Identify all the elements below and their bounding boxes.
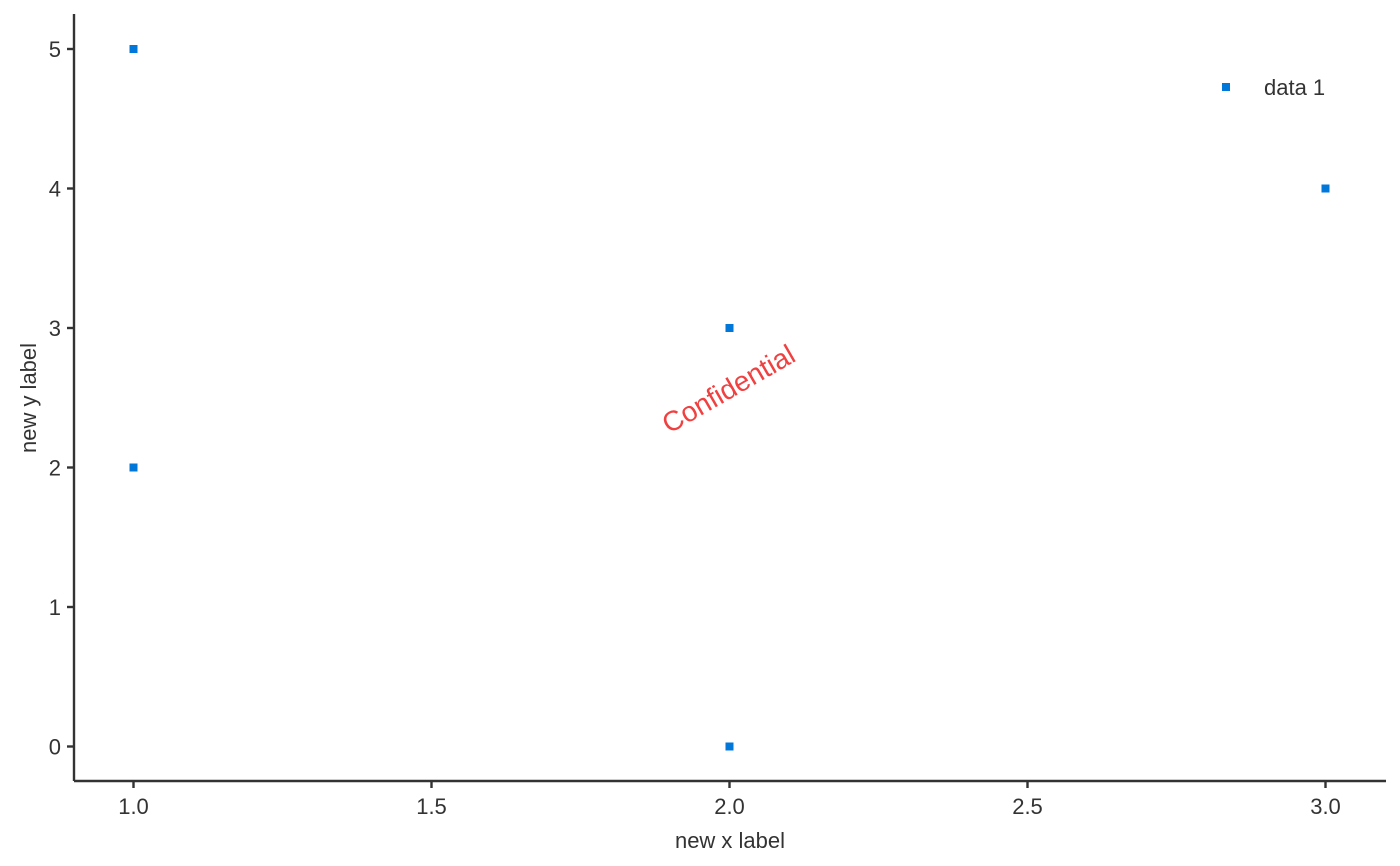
x-tick-label: 1.0 <box>118 794 149 819</box>
legend: data 1 <box>1222 75 1325 100</box>
y-tick-label: 5 <box>49 37 61 62</box>
x-tick-label: 3.0 <box>1310 794 1341 819</box>
legend-label: data 1 <box>1264 75 1325 100</box>
y-tick-label: 2 <box>49 456 61 481</box>
y-tick-label: 0 <box>49 735 61 760</box>
y-axis-ticks: 0 1 2 3 4 5 <box>49 37 74 760</box>
x-tick-label: 2.5 <box>1012 794 1043 819</box>
x-axis-title: new x label <box>675 828 785 853</box>
data-point <box>129 45 138 53</box>
y-axis-title: new y label <box>16 343 41 453</box>
data-points <box>129 45 1330 751</box>
y-tick-label: 3 <box>49 316 61 341</box>
data-point <box>725 742 734 751</box>
data-point <box>1321 184 1330 193</box>
data-point <box>725 324 734 332</box>
y-tick-label: 4 <box>49 177 61 202</box>
x-tick-label: 2.0 <box>714 794 745 819</box>
data-point <box>129 463 138 472</box>
legend-swatch <box>1222 83 1230 91</box>
x-axis-ticks: 1.0 1.5 2.0 2.5 3.0 <box>118 781 1341 819</box>
x-tick-label: 1.5 <box>416 794 447 819</box>
confidential-annotation: Confidential <box>657 339 801 440</box>
y-tick-label: 1 <box>49 595 61 620</box>
